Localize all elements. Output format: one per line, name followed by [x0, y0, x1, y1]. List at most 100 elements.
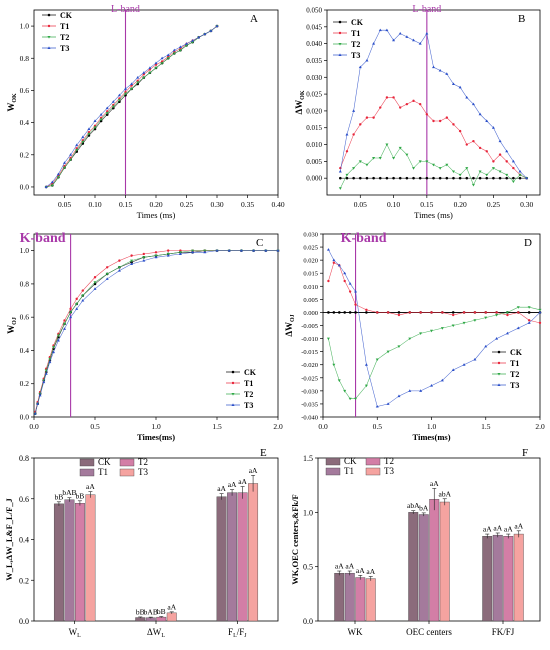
data-point-T1 — [505, 160, 508, 163]
data-point-CK — [398, 176, 402, 180]
series-line-CK — [34, 250, 278, 414]
data-point-T3 — [478, 112, 482, 116]
data-point-T3 — [87, 127, 91, 131]
data-point-T1 — [343, 279, 346, 283]
data-point-T3 — [378, 28, 382, 32]
data-point-T3 — [485, 119, 489, 122]
data-point-T1 — [160, 60, 164, 63]
data-point-T3 — [63, 161, 66, 164]
band-label: L-band — [111, 4, 140, 15]
data-point-T3 — [397, 394, 401, 398]
data-point-T2 — [93, 281, 97, 284]
data-point-T3 — [48, 360, 52, 364]
y-tick-label: 0.0 — [303, 617, 313, 626]
data-point-T3 — [332, 258, 336, 262]
significance-label: aA — [483, 525, 492, 534]
legend-marker — [497, 383, 501, 386]
x-tick-label: 1.5 — [481, 422, 491, 431]
y-tick-label: 0.2 — [19, 576, 29, 585]
significance-label: aA — [345, 562, 354, 571]
data-point-T2 — [440, 327, 444, 330]
y-axis-label: WOJ — [6, 317, 18, 334]
legend-swatch — [325, 457, 341, 466]
y-tick-label: 1.0 — [20, 246, 30, 255]
data-point-T2 — [511, 180, 515, 184]
data-point-T3 — [264, 249, 268, 252]
data-point-CK — [465, 176, 469, 180]
y-tick-label: 0.045 — [306, 23, 322, 31]
data-point-T3 — [252, 249, 256, 252]
category-label: WK — [348, 627, 363, 637]
data-point-T1 — [81, 289, 85, 292]
y-tick-label: -0.030 — [301, 388, 318, 395]
y-axis-label: WK,OEC centers,&Fk/F — [290, 494, 300, 584]
legend-label: T2 — [384, 456, 394, 466]
data-point-T1 — [452, 313, 455, 317]
y-tick-label: -0.005 — [301, 323, 318, 330]
data-point-T1 — [484, 311, 487, 314]
y-tick-label: 1.5 — [303, 454, 313, 463]
data-point-T2 — [56, 334, 60, 338]
data-point-CK — [358, 176, 362, 180]
data-point-T3 — [38, 393, 42, 397]
y-tick-label: 0.040 — [306, 40, 322, 48]
data-point-T1 — [173, 50, 176, 54]
data-point-T3 — [451, 82, 455, 85]
x-tick-label: 0.0 — [318, 422, 328, 431]
data-point-T2 — [412, 167, 416, 170]
y-tick-label: 0.010 — [306, 141, 322, 149]
category-label: FL/FJ — [228, 627, 247, 639]
data-point-T2 — [343, 389, 347, 393]
data-point-T2 — [154, 66, 158, 70]
data-point-T2 — [136, 81, 140, 84]
bar-T2 — [503, 536, 514, 622]
x-tick-label: 0.20 — [454, 200, 467, 209]
data-point-T1 — [399, 106, 402, 109]
legend-label: CK — [60, 11, 73, 20]
data-point-T1 — [130, 84, 133, 87]
series-line-T3 — [46, 25, 218, 188]
y-tick-label: 0.4 — [19, 536, 29, 545]
data-point-T3 — [105, 277, 109, 280]
legend-label: T3 — [60, 44, 69, 53]
category-label-sub: L — [233, 633, 237, 639]
data-point-T1 — [332, 261, 336, 264]
legend-marker — [47, 24, 51, 28]
data-point-T3 — [142, 71, 146, 74]
y-tick-label: 0.6 — [20, 86, 30, 95]
data-point-T3 — [471, 102, 475, 106]
y-tick-label: 0.020 — [306, 107, 322, 115]
data-point-T3 — [56, 338, 60, 342]
data-point-T2 — [345, 173, 349, 177]
data-point-T1 — [425, 113, 429, 116]
x-tick-label: 0.05 — [354, 200, 367, 209]
legend-label: T2 — [244, 390, 253, 399]
data-point-T2 — [99, 118, 103, 121]
data-point-T2 — [451, 324, 455, 328]
legend-label: T3 — [351, 51, 360, 60]
data-point-T2 — [63, 166, 66, 170]
data-point-T2 — [392, 157, 396, 160]
data-point-T3 — [99, 112, 103, 116]
bar-T3 — [439, 501, 450, 622]
data-point-T1 — [405, 102, 409, 106]
x-tick-label: 0.25 — [180, 200, 193, 209]
x-axis-label: Times(ms) — [412, 432, 450, 442]
data-point-T3 — [473, 357, 477, 361]
legend-label: T1 — [60, 22, 69, 31]
bar-T2 — [355, 577, 366, 622]
data-point-T3 — [191, 250, 195, 254]
data-point-CK — [130, 260, 133, 264]
data-point-T3 — [63, 327, 66, 330]
category-label: OEC centers — [406, 627, 452, 637]
x-tick-label: 0.05 — [58, 200, 71, 209]
data-point-T2 — [326, 337, 330, 341]
data-point-T3 — [154, 255, 158, 259]
category-label-main: W — [69, 627, 78, 637]
data-point-CK — [498, 176, 502, 180]
data-point-T2 — [462, 321, 466, 325]
y-tick-label: 1.0 — [303, 508, 313, 517]
data-point-T2 — [142, 256, 146, 259]
